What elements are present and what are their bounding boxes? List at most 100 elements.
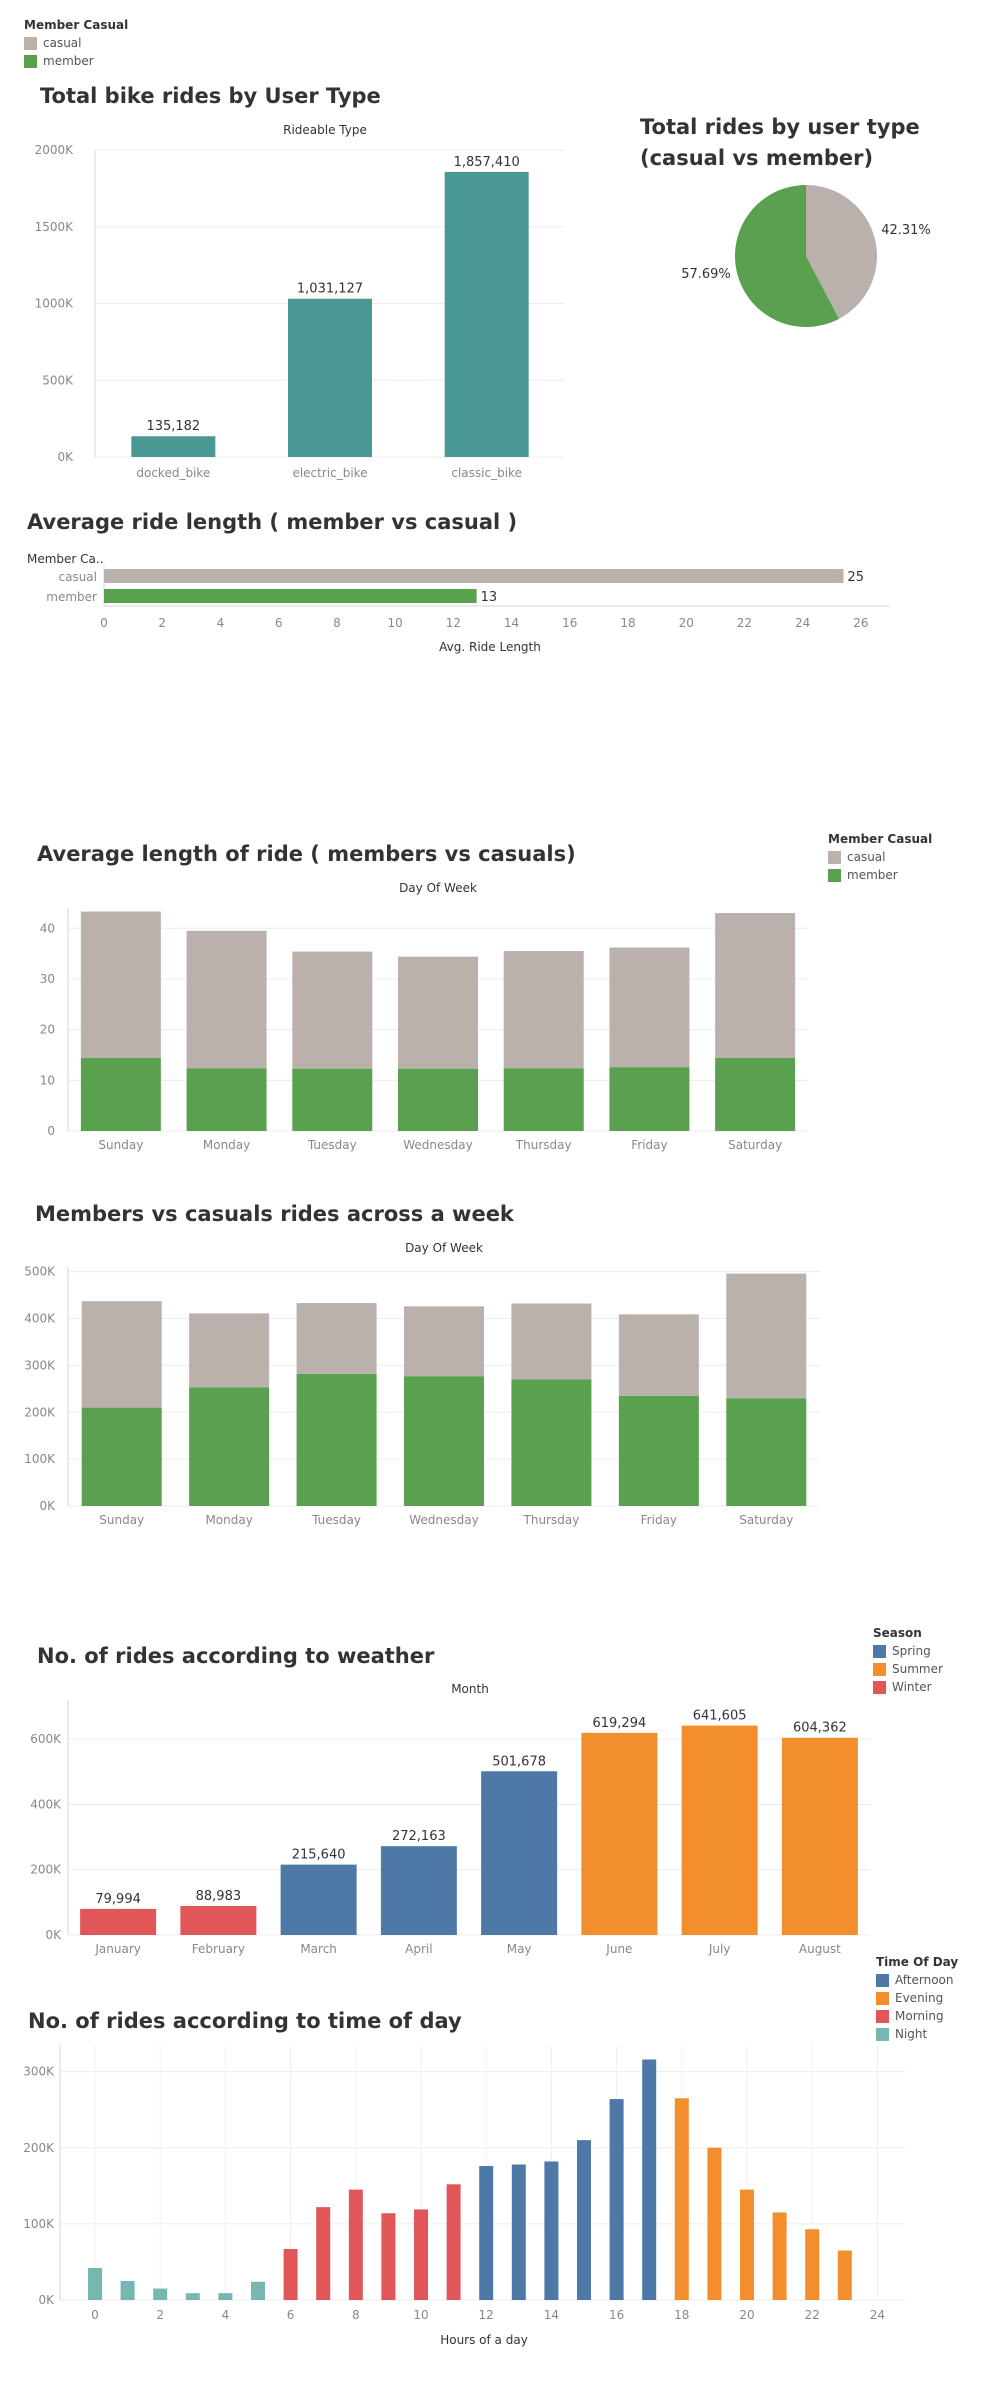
- chart1-subtitle: Rideable Type: [283, 123, 367, 137]
- y-tick-label: 0K: [39, 1499, 56, 1513]
- user-type-legend: Member Casual casual member: [24, 18, 128, 70]
- bar: [837, 2250, 852, 2300]
- data-label: 1,031,127: [297, 282, 363, 297]
- data-label: 88,983: [196, 1889, 242, 1904]
- x-tick-label: April: [405, 1942, 432, 1956]
- legend-label: Evening: [895, 1991, 944, 2005]
- bar: [381, 2213, 396, 2300]
- chart3-title: Average ride length ( member vs casual ): [27, 510, 518, 534]
- x-tick-label: 2: [158, 616, 166, 630]
- chart6-title: No. of rides according to weather: [37, 1644, 435, 1668]
- legend-item-summer: Summer: [873, 1660, 943, 1678]
- bar-segment-member: [189, 1387, 270, 1506]
- bar-segment-casual: [609, 947, 690, 1068]
- legend-swatch-casual: [24, 36, 37, 50]
- legend-swatch-spring: [873, 1644, 886, 1658]
- legend-item-night: Night: [876, 2025, 958, 2043]
- bar-segment-member: [726, 1398, 807, 1506]
- legend-swatch-member: [24, 54, 37, 68]
- y-axis-title: Member Ca..: [27, 552, 104, 566]
- bar-segment-member: [296, 1373, 377, 1506]
- bar: [153, 2288, 168, 2300]
- x-tick-label: 24: [870, 2308, 885, 2322]
- bar-segment-casual: [80, 911, 161, 1059]
- legend-label: Winter: [892, 1680, 932, 1694]
- bar: [446, 2184, 461, 2300]
- bar-segment-member: [80, 1058, 161, 1131]
- bar: [185, 2293, 200, 2300]
- bar: [380, 1846, 457, 1935]
- y-tick-label: casual: [59, 570, 98, 584]
- x-tick-label: January: [94, 1942, 141, 1956]
- y-tick-label: 200K: [23, 2141, 55, 2155]
- bar-segment-casual: [511, 1303, 592, 1380]
- chart5-subtitle: Day Of Week: [405, 1241, 483, 1255]
- data-label: 79,994: [95, 1892, 141, 1907]
- y-tick-label: 30: [40, 972, 55, 986]
- x-tick-label: classic_bike: [451, 466, 522, 480]
- legend-label: Spring: [892, 1644, 931, 1658]
- y-tick-label: 300K: [24, 1358, 56, 1372]
- user-type-legend-2: Member Casual casual member: [828, 832, 932, 884]
- season-legend: Season Spring Summer Winter: [873, 1626, 943, 1696]
- data-label: 1,857,410: [454, 155, 520, 170]
- bar: [805, 2229, 820, 2300]
- x-tick-label: Tuesday: [307, 1138, 357, 1152]
- x-tick-label: Thursday: [515, 1138, 572, 1152]
- bar-segment-casual: [189, 1313, 270, 1388]
- y-tick-label: 200K: [24, 1405, 56, 1419]
- bar: [348, 2189, 363, 2300]
- x-tick-label: 12: [479, 2308, 494, 2322]
- x-tick-label: Saturday: [728, 1138, 782, 1152]
- legend-title: Member Casual: [24, 18, 129, 32]
- bar: [544, 2161, 559, 2300]
- x-tick-label: July: [708, 1942, 731, 1956]
- bar-segment-member: [503, 1068, 584, 1131]
- data-label: 641,605: [693, 1709, 747, 1724]
- x-tick-label: 0: [100, 616, 108, 630]
- legend-swatch-winter: [873, 1680, 886, 1694]
- bar: [609, 2099, 624, 2300]
- bar-segment-member: [511, 1379, 592, 1506]
- y-tick-label: 1000K: [35, 297, 75, 311]
- x-tick-label: Saturday: [739, 1513, 793, 1527]
- bar: [674, 2098, 689, 2300]
- legend-swatch-member: [828, 868, 841, 882]
- legend-swatch-casual: [828, 850, 841, 864]
- y-tick-label: 1500K: [35, 220, 75, 234]
- x-tick-label: Thursday: [523, 1513, 580, 1527]
- legend-label: Summer: [892, 1662, 943, 1676]
- data-label: 501,678: [492, 1754, 546, 1769]
- y-tick-label: 0: [47, 1124, 55, 1138]
- time-of-day-legend: Time Of Day Afternoon Evening Morning Ni…: [876, 1955, 958, 2043]
- bar: [581, 1732, 658, 1935]
- bar-segment-casual: [398, 956, 478, 1069]
- bar-segment-casual: [81, 1301, 162, 1408]
- bar-segment-member: [404, 1376, 484, 1506]
- data-label: 272,163: [392, 1829, 446, 1844]
- chart4-title: Average length of ride ( members vs casu…: [37, 842, 576, 866]
- x-tick-label: 10: [387, 616, 402, 630]
- bar: [681, 1725, 758, 1935]
- y-tick-label: 0K: [57, 450, 74, 464]
- legend-item-casual: casual: [24, 34, 128, 52]
- bar: [316, 2207, 331, 2300]
- legend-label: Afternoon: [895, 1973, 954, 1987]
- chart2-title: Total rides by user type (casual vs memb…: [640, 115, 920, 170]
- data-label: 135,182: [146, 419, 200, 434]
- legend-item-afternoon: Afternoon: [876, 1971, 958, 1989]
- x-tick-label: Sunday: [98, 1138, 143, 1152]
- bar-segment-casual: [726, 1273, 807, 1399]
- legend-item-member: member: [24, 52, 128, 70]
- pie-slice: [734, 185, 839, 328]
- bar-segment-casual: [618, 1314, 699, 1396]
- y-tick-label: 400K: [24, 1312, 56, 1326]
- x-axis-title: Avg. Ride Length: [439, 640, 541, 654]
- bar: [120, 2280, 135, 2300]
- x-tick-label: June: [605, 1942, 632, 1956]
- x-tick-label: 18: [674, 2308, 689, 2322]
- x-tick-label: 4: [222, 2308, 230, 2322]
- y-tick-label: 40: [40, 921, 55, 935]
- bar: [511, 2164, 526, 2300]
